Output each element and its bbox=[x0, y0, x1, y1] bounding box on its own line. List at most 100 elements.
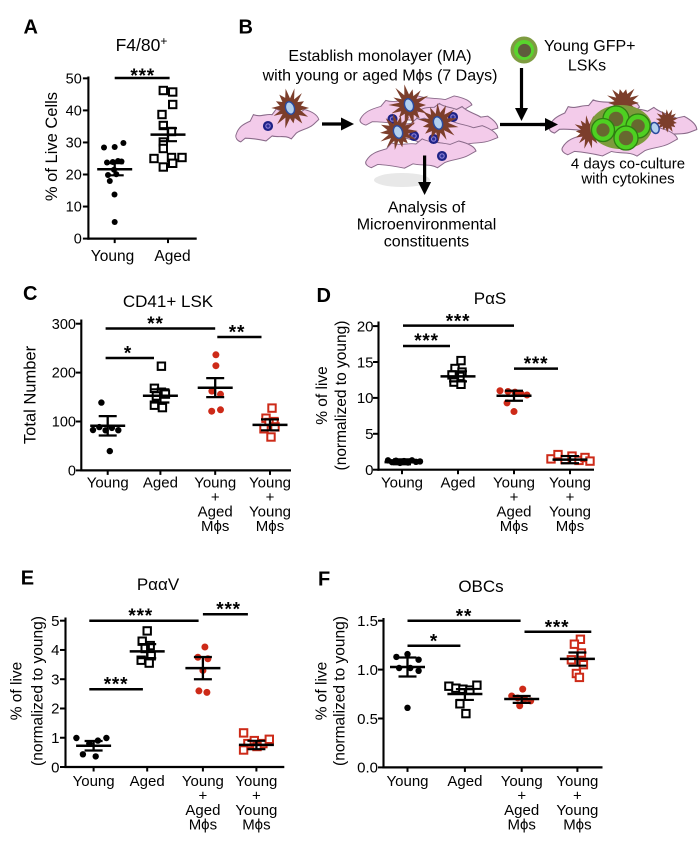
svg-text:3: 3 bbox=[51, 671, 59, 688]
svg-text:30: 30 bbox=[66, 136, 82, 152]
svg-text:50: 50 bbox=[66, 71, 82, 87]
svg-text:Young: Young bbox=[235, 773, 277, 790]
svg-text:Mϕs: Mϕs bbox=[256, 518, 284, 535]
svg-text:10: 10 bbox=[66, 200, 82, 216]
svg-text:LSKs: LSKs bbox=[568, 58, 606, 75]
svg-text:0.5: 0.5 bbox=[357, 711, 378, 728]
svg-text:20: 20 bbox=[357, 318, 374, 335]
svg-text:constituents: constituents bbox=[384, 234, 469, 251]
svg-text:***: *** bbox=[130, 66, 155, 87]
svg-text:Young: Young bbox=[493, 474, 535, 491]
svg-text:Establish monolayer (MA): Establish monolayer (MA) bbox=[288, 48, 471, 65]
svg-text:Aged: Aged bbox=[447, 773, 482, 790]
svg-text:+: + bbox=[211, 489, 220, 506]
svg-text:+: + bbox=[510, 489, 519, 506]
svg-text:Aged: Aged bbox=[185, 802, 220, 819]
svg-text:+: + bbox=[517, 787, 526, 804]
svg-text:5: 5 bbox=[51, 613, 59, 630]
svg-text:% of live: % of live bbox=[9, 662, 26, 721]
svg-text:Microenvironmental: Microenvironmental bbox=[357, 217, 497, 234]
svg-text:% of Live Cells: % of Live Cells bbox=[43, 92, 61, 201]
svg-text:+: + bbox=[266, 489, 275, 506]
svg-text:E: E bbox=[21, 568, 34, 590]
svg-text:Mϕs: Mϕs bbox=[242, 817, 270, 834]
svg-text:40: 40 bbox=[66, 103, 82, 119]
svg-text:with cytokines: with cytokines bbox=[580, 171, 674, 188]
svg-text:Young: Young bbox=[556, 802, 598, 819]
svg-text:Mϕs: Mϕs bbox=[563, 817, 591, 834]
svg-text:300: 300 bbox=[52, 317, 76, 333]
svg-text:Analysis of: Analysis of bbox=[388, 200, 466, 217]
svg-text:(normalized to young): (normalized to young) bbox=[332, 616, 349, 766]
svg-text:Young: Young bbox=[235, 802, 277, 819]
svg-text:A: A bbox=[24, 17, 38, 39]
svg-text:0: 0 bbox=[74, 232, 82, 248]
svg-text:***: *** bbox=[545, 617, 570, 638]
svg-text:200: 200 bbox=[52, 366, 76, 382]
svg-text:0: 0 bbox=[365, 462, 373, 479]
svg-text:Aged: Aged bbox=[504, 802, 539, 819]
svg-text:Aged: Aged bbox=[143, 474, 178, 491]
svg-text:Aged: Aged bbox=[198, 504, 233, 521]
svg-text:Young: Young bbox=[381, 474, 423, 491]
svg-text:% of live: % of live bbox=[314, 366, 331, 425]
svg-text:Young: Young bbox=[73, 773, 115, 790]
svg-text:***: *** bbox=[414, 331, 439, 352]
svg-text:10: 10 bbox=[357, 390, 374, 407]
svg-text:Mϕs: Mϕs bbox=[500, 518, 528, 535]
svg-text:100: 100 bbox=[52, 415, 76, 431]
svg-text:Aged: Aged bbox=[154, 248, 190, 265]
svg-text:***: *** bbox=[216, 599, 241, 620]
svg-text:Young: Young bbox=[91, 248, 134, 265]
svg-text:2: 2 bbox=[51, 701, 59, 718]
svg-text:1.0: 1.0 bbox=[357, 662, 378, 679]
svg-text:15: 15 bbox=[357, 354, 374, 371]
svg-text:F: F bbox=[318, 569, 330, 591]
svg-text:5: 5 bbox=[365, 426, 373, 443]
svg-text:+: + bbox=[199, 787, 208, 804]
svg-text:**: ** bbox=[229, 322, 245, 343]
svg-text:***: *** bbox=[104, 674, 129, 695]
svg-text:Aged: Aged bbox=[496, 504, 531, 521]
svg-text:Mϕs: Mϕs bbox=[556, 518, 584, 535]
svg-text:0: 0 bbox=[68, 463, 76, 479]
svg-text:B: B bbox=[239, 17, 253, 39]
svg-text:Aged: Aged bbox=[130, 773, 165, 790]
svg-text:Young: Young bbox=[194, 474, 236, 491]
svg-text:+: + bbox=[573, 787, 582, 804]
svg-text:**: ** bbox=[147, 314, 163, 335]
svg-text:Young: Young bbox=[249, 474, 291, 491]
svg-text:PαS: PαS bbox=[474, 289, 507, 308]
svg-text:CD41+ LSK: CD41+ LSK bbox=[123, 292, 214, 311]
svg-text:D: D bbox=[317, 285, 331, 307]
svg-text:+: + bbox=[252, 787, 261, 804]
svg-text:0.0: 0.0 bbox=[357, 760, 378, 777]
svg-text:4 days co-culture: 4 days co-culture bbox=[571, 156, 685, 173]
svg-text:Young: Young bbox=[549, 504, 591, 521]
svg-text:Aged: Aged bbox=[440, 474, 475, 491]
svg-text:(normalized to young): (normalized to young) bbox=[30, 616, 47, 766]
svg-text:(normalized to young): (normalized to young) bbox=[333, 321, 350, 471]
svg-text:***: *** bbox=[524, 354, 549, 375]
svg-text:with young or aged Mϕs (7 Days: with young or aged Mϕs (7 Days) bbox=[262, 68, 498, 85]
svg-text:Young: Young bbox=[556, 773, 598, 790]
svg-text:1.5: 1.5 bbox=[357, 613, 378, 630]
svg-text:Mϕs: Mϕs bbox=[507, 817, 535, 834]
svg-text:C: C bbox=[23, 283, 37, 305]
svg-text:Young: Young bbox=[87, 474, 129, 491]
svg-text:Young: Young bbox=[387, 773, 429, 790]
svg-text:Young: Young bbox=[182, 773, 224, 790]
svg-text:+: + bbox=[566, 489, 575, 506]
svg-text:Mϕs: Mϕs bbox=[201, 518, 229, 535]
svg-text:**: ** bbox=[456, 606, 472, 627]
svg-text:***: *** bbox=[446, 311, 471, 332]
svg-text:4: 4 bbox=[51, 642, 59, 659]
svg-text:Young: Young bbox=[549, 474, 591, 491]
svg-text:OBCs: OBCs bbox=[458, 577, 503, 596]
svg-text:Young: Young bbox=[249, 504, 291, 521]
svg-text:F4/80+: F4/80+ bbox=[116, 34, 168, 55]
svg-text:1: 1 bbox=[51, 730, 59, 747]
svg-text:20: 20 bbox=[66, 168, 82, 184]
svg-text:0: 0 bbox=[51, 759, 59, 776]
svg-text:Mϕs: Mϕs bbox=[189, 817, 217, 834]
